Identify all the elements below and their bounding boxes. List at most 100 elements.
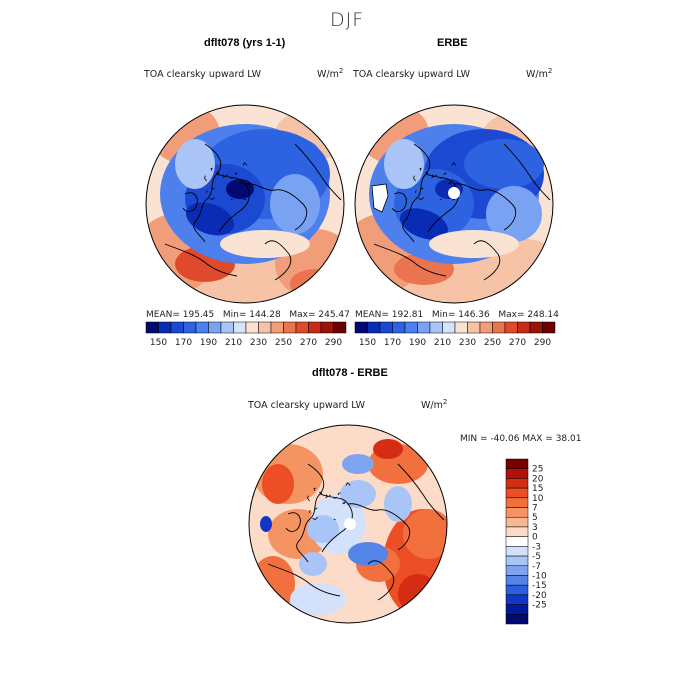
island-coast bbox=[312, 516, 318, 521]
colorbar-tick-label: 25 bbox=[532, 465, 543, 475]
colorbar-swatch bbox=[505, 555, 529, 567]
colorbar-swatch bbox=[295, 321, 309, 334]
coastline bbox=[164, 243, 238, 277]
panel1-mean-value: 195.45 bbox=[182, 310, 215, 320]
island-coast bbox=[243, 198, 247, 201]
colorbar-tick-label: 270 bbox=[300, 338, 317, 348]
island-coast bbox=[443, 172, 447, 176]
colorbar-swatch bbox=[505, 478, 529, 489]
colorbar-tick-label: 3 bbox=[532, 523, 538, 533]
island-coast bbox=[225, 174, 228, 177]
coastline bbox=[391, 192, 407, 212]
coastline bbox=[296, 463, 325, 563]
field-region bbox=[373, 439, 403, 459]
colorbar-tick-label: 0 bbox=[532, 533, 538, 543]
panel1-max-value: 245.47 bbox=[318, 310, 350, 320]
colorbar-swatch bbox=[392, 321, 406, 334]
colorbar-swatch bbox=[367, 321, 381, 334]
panel3-units-label: W/m2 bbox=[421, 398, 447, 411]
panel2-variable-label: TOA clearsky upward LW bbox=[353, 69, 471, 80]
panel2-min-value: 146.36 bbox=[458, 310, 490, 320]
island-coast bbox=[319, 491, 323, 495]
coastline bbox=[373, 243, 447, 277]
coastline bbox=[285, 512, 301, 532]
panel2-polar-map bbox=[354, 104, 554, 304]
colorbar-swatch bbox=[505, 614, 529, 625]
panel2-title: ERBE bbox=[437, 37, 468, 49]
field-region bbox=[348, 542, 388, 566]
colorbar-swatch bbox=[308, 321, 322, 334]
island-coast bbox=[418, 196, 424, 201]
island-coast bbox=[413, 175, 416, 182]
colorbar-tick-label: 190 bbox=[200, 338, 217, 348]
coastline bbox=[453, 183, 517, 231]
colorbar-swatch bbox=[505, 516, 529, 528]
panel2-colorbar: 150 170 190 210 230 250 270 290 bbox=[354, 321, 556, 348]
colorbar-tick-label: 250 bbox=[484, 338, 501, 348]
panel1-min-value: 144.28 bbox=[249, 310, 281, 320]
island-coast bbox=[328, 494, 331, 497]
panel3-min-label: MIN = bbox=[460, 434, 488, 444]
colorbar-tick-label: 20 bbox=[532, 474, 544, 484]
panel1-units-exp: 2 bbox=[338, 67, 344, 75]
colorbar-tick-label: 290 bbox=[325, 338, 342, 348]
colorbar-swatch bbox=[467, 321, 481, 334]
island-coast bbox=[415, 189, 417, 193]
panel3-units: W/m bbox=[421, 400, 443, 412]
coastline bbox=[347, 503, 411, 551]
panel1-polar-map bbox=[145, 104, 345, 304]
colorbar-tick-label: -3 bbox=[532, 542, 541, 552]
colorbar-swatch bbox=[505, 584, 529, 596]
island-coast bbox=[451, 162, 457, 166]
colorbar-tick-label: 270 bbox=[509, 338, 526, 348]
colorbar-tick-label: 290 bbox=[534, 338, 551, 348]
island-coast bbox=[216, 171, 220, 175]
colorbar-swatch bbox=[195, 321, 209, 334]
colorbar-swatch bbox=[454, 321, 468, 334]
panel2-mean-value: 192.81 bbox=[391, 310, 424, 320]
panel1-mean-label: MEAN= bbox=[146, 310, 180, 320]
island-coast bbox=[204, 175, 207, 182]
missing-data-pole bbox=[344, 518, 356, 530]
colorbar-swatch bbox=[505, 536, 529, 547]
island-coast bbox=[314, 507, 318, 510]
island-coast bbox=[325, 494, 329, 499]
panel1-units: W/m bbox=[317, 69, 339, 81]
colorbar-swatch bbox=[183, 321, 197, 334]
island-coast bbox=[239, 181, 244, 185]
panel2-max-label: Max= bbox=[498, 310, 525, 320]
colorbar-swatch bbox=[505, 497, 529, 508]
coastline bbox=[267, 563, 341, 597]
colorbar-swatch bbox=[442, 321, 456, 334]
colorbar-swatch bbox=[258, 321, 272, 334]
colorbar-tick-label: 150 bbox=[359, 338, 376, 348]
field-region bbox=[342, 454, 374, 474]
colorbar-swatch bbox=[404, 321, 418, 334]
colorbar-tick-label: 210 bbox=[434, 338, 451, 348]
panel2-min-label: Min= bbox=[431, 310, 456, 320]
island-coast bbox=[234, 172, 238, 176]
island-coast bbox=[439, 176, 444, 179]
field-region bbox=[486, 186, 542, 242]
island-coast bbox=[210, 167, 213, 171]
coastline bbox=[402, 143, 431, 243]
field-region bbox=[299, 552, 327, 576]
colorbar-tick-label: 15 bbox=[532, 484, 543, 494]
island-coast bbox=[419, 167, 422, 171]
colorbar-swatch bbox=[505, 468, 529, 479]
map-border bbox=[145, 104, 345, 304]
island-coast bbox=[345, 482, 351, 486]
colorbar-tick-label: -7 bbox=[532, 562, 541, 572]
coastline bbox=[294, 143, 342, 201]
panel3-stats: MIN = -40.06 MAX = 38.01 bbox=[460, 434, 581, 444]
colorbar-swatch bbox=[505, 604, 529, 615]
colorbar-tick-label: 210 bbox=[225, 338, 242, 348]
colorbar-swatch bbox=[504, 321, 518, 334]
colorbar-tick-label: -25 bbox=[532, 601, 547, 611]
panel1-colorbar: 150 170 190 210 230 250 270 290 bbox=[145, 321, 347, 348]
island-coast bbox=[431, 174, 435, 179]
colorbar-tick-label: 250 bbox=[275, 338, 292, 348]
island-coast bbox=[307, 495, 310, 502]
colorbar-swatch bbox=[245, 321, 259, 334]
colorbar-tick-label: -10 bbox=[532, 571, 547, 581]
